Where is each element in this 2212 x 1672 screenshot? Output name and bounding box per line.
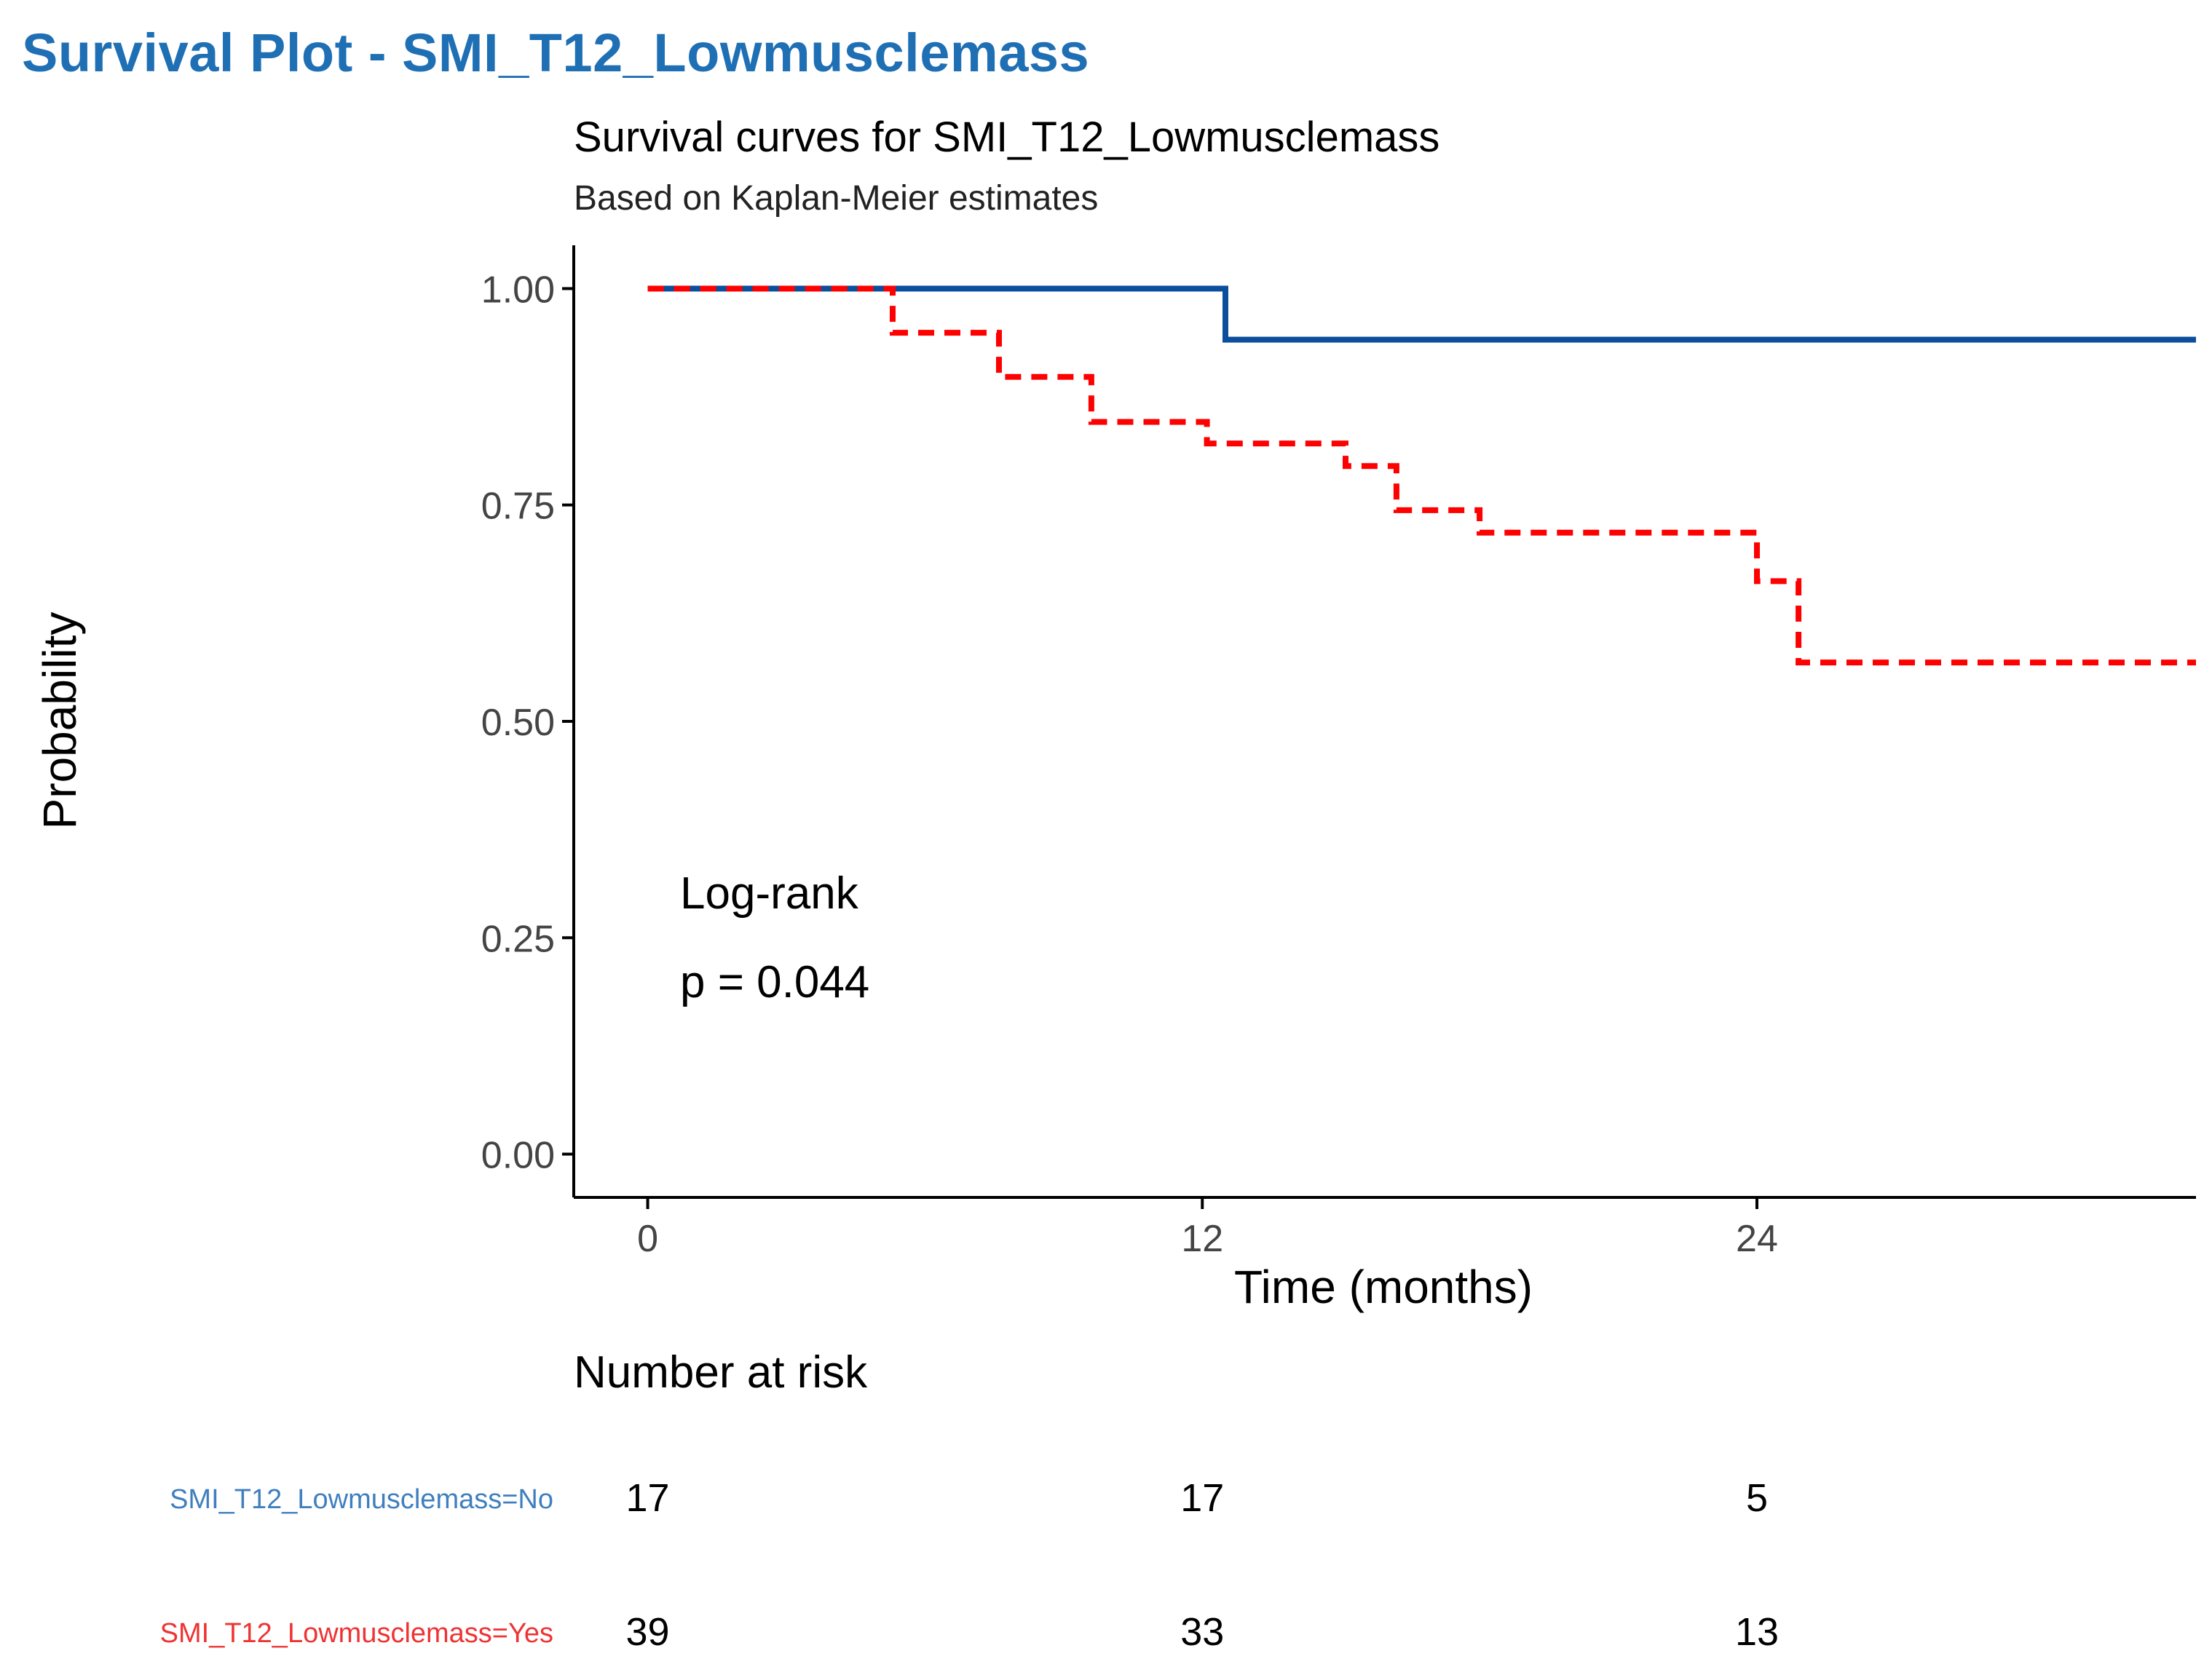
risk-count: 17: [1180, 1476, 1224, 1520]
annotation-logrank: Log-rank: [680, 868, 859, 919]
x-tick-label: 24: [1736, 1218, 1778, 1260]
risk-table-title: Number at risk: [574, 1347, 868, 1398]
y-tick-label: 0.25: [481, 918, 555, 960]
series-yes-line: [647, 285, 2196, 666]
risk-count: 33: [1180, 1610, 1224, 1654]
chart-subtitle: Based on Kaplan-Meier estimates: [574, 179, 1098, 218]
y-tick-label: 1.00: [481, 269, 555, 311]
risk-count: 17: [626, 1476, 670, 1520]
risk-table: SMI_T12_Lowmusclemass=No 17 17 5 SMI_T12_Low…: [160, 1476, 1779, 1654]
risk-row-label: SMI_T12_Lowmusclemass=No: [170, 1484, 553, 1515]
y-tick-label: 0.50: [481, 702, 555, 744]
axes: 0.00 0.25 0.50 0.75 1.00 0 12 24: [481, 245, 2196, 1260]
series-group: [647, 285, 2196, 666]
x-axis-label: Time (months): [1234, 1261, 1533, 1313]
annotation-pvalue: p = 0.044: [680, 957, 869, 1007]
y-tick-label: 0.75: [481, 486, 555, 528]
chart-title: Survival curves for SMI_T12_Lowmusclemas…: [574, 114, 1439, 161]
series-no-line: [647, 285, 2196, 343]
risk-count: 39: [626, 1610, 670, 1654]
y-axis-label: Probability: [33, 612, 86, 830]
page-title: Survival Plot - SMI_T12_Lowmusclemass: [22, 23, 1090, 83]
risk-count: 5: [1746, 1476, 1768, 1520]
y-tick-label: 0.00: [481, 1135, 555, 1177]
x-tick-label: 0: [637, 1218, 658, 1260]
risk-row-label: SMI_T12_Lowmusclemass=Yes: [160, 1618, 553, 1649]
x-tick-label: 12: [1181, 1218, 1223, 1260]
risk-count: 13: [1735, 1610, 1779, 1654]
